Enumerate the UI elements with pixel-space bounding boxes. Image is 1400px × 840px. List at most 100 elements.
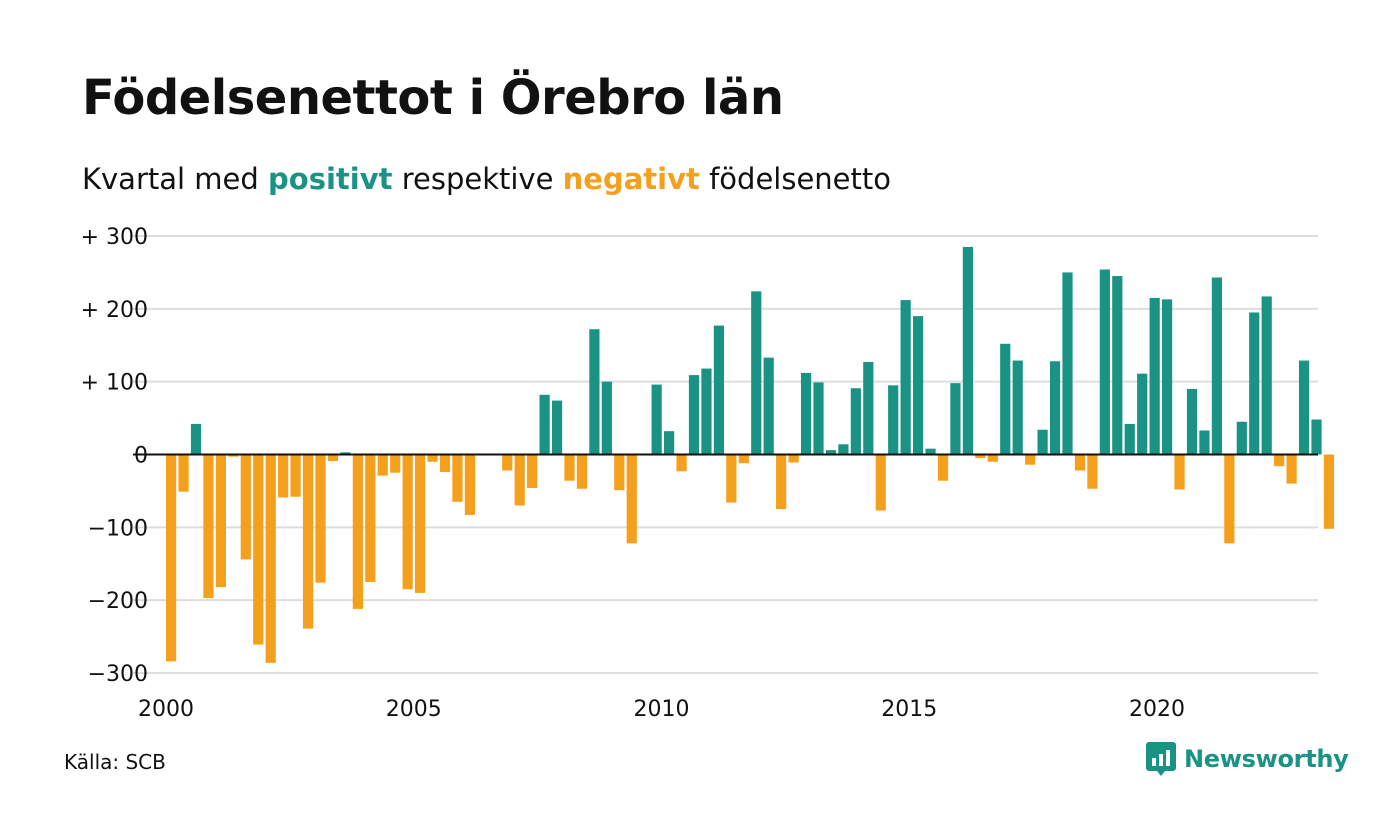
bar [788, 454, 799, 463]
bar [278, 454, 289, 498]
bar [825, 450, 837, 455]
bar [1323, 454, 1335, 529]
bar [452, 454, 463, 502]
subtitle-negative-word: negativt [562, 162, 700, 196]
x-tick-label: 2020 [1129, 697, 1185, 722]
bar [1099, 269, 1110, 455]
bar [913, 316, 924, 455]
bar [502, 454, 513, 471]
bar [962, 246, 973, 455]
x-tick-label: 2015 [881, 697, 937, 722]
bar [514, 454, 525, 506]
bar [664, 431, 675, 455]
bar [713, 325, 724, 455]
bar [253, 454, 264, 645]
bar [589, 329, 600, 455]
bar [651, 384, 662, 455]
subtitle-prefix: Kvartal med [82, 162, 269, 196]
bar [302, 454, 314, 629]
bar [327, 454, 339, 462]
bar [925, 448, 936, 455]
chart-title: Födelsenettot i Örebro län [82, 70, 784, 126]
bar [838, 444, 849, 455]
bar [576, 454, 588, 489]
bar [1274, 454, 1285, 467]
bar [377, 454, 388, 476]
bar [402, 454, 413, 590]
y-axis-tick-labels: + 300 + 200 + 100 0 −100 −200 −300 [81, 225, 148, 687]
y-tick-label: −300 [88, 662, 148, 687]
bar [215, 454, 226, 588]
bar [1074, 454, 1086, 471]
bar [1298, 360, 1310, 455]
bar [1062, 272, 1073, 455]
bar [701, 368, 712, 455]
bar [1261, 296, 1272, 455]
bar [1149, 297, 1160, 455]
bar [1124, 423, 1135, 455]
newsworthy-logo-icon [1146, 742, 1176, 776]
y-tick-label: + 100 [81, 371, 148, 396]
brand-name: Newsworthy [1184, 745, 1349, 773]
bar [415, 454, 426, 593]
bar [776, 454, 787, 510]
bar [166, 454, 177, 662]
bar [888, 385, 899, 455]
bar [178, 454, 189, 492]
bar [427, 454, 438, 462]
bar [1162, 299, 1173, 455]
bar [439, 454, 451, 472]
bar [1311, 419, 1322, 455]
grid-lines [133, 235, 1318, 674]
bar [1224, 454, 1235, 544]
subtitle-middle: respektive [392, 162, 563, 196]
bar [539, 394, 550, 455]
bar [950, 383, 961, 455]
subtitle-positive-word: positivt [268, 162, 393, 196]
bar [900, 300, 911, 455]
bar [1236, 421, 1247, 455]
bar [800, 372, 812, 455]
bar [1174, 454, 1185, 490]
bar [1087, 454, 1098, 489]
x-tick-label: 2010 [633, 697, 689, 722]
bar [203, 454, 214, 598]
bar [228, 454, 239, 457]
x-tick-label: 2005 [386, 697, 442, 722]
y-tick-label: + 200 [81, 298, 148, 323]
bar [240, 454, 251, 560]
bar [290, 454, 301, 497]
bar [751, 291, 762, 455]
bar [1186, 388, 1198, 455]
bar [850, 388, 861, 455]
bar [1199, 430, 1210, 455]
bar [937, 454, 949, 481]
bar [390, 454, 401, 473]
bar [813, 382, 824, 455]
bar [1211, 277, 1222, 455]
bar [352, 454, 363, 609]
bar [564, 454, 575, 481]
bar [265, 454, 276, 663]
bar [1012, 360, 1023, 455]
bar [1037, 429, 1048, 455]
y-tick-label: 0 [134, 444, 148, 469]
bar [1137, 373, 1148, 455]
bar [365, 454, 376, 582]
bar [763, 357, 774, 455]
bar [688, 375, 700, 455]
bar [1000, 343, 1011, 455]
bar [1249, 312, 1260, 455]
y-tick-label: −100 [88, 516, 148, 541]
bar [527, 454, 538, 488]
bar [551, 400, 563, 455]
y-tick-label: + 300 [81, 225, 148, 250]
bar [738, 454, 749, 464]
bar [1049, 361, 1061, 455]
y-tick-label: −200 [88, 589, 148, 614]
bar [676, 454, 687, 472]
bar [863, 362, 874, 455]
bar [975, 454, 986, 459]
x-tick-label: 2000 [138, 697, 194, 722]
x-axis-tick-labels: 2000 2005 2010 2015 2020 [138, 697, 1185, 722]
